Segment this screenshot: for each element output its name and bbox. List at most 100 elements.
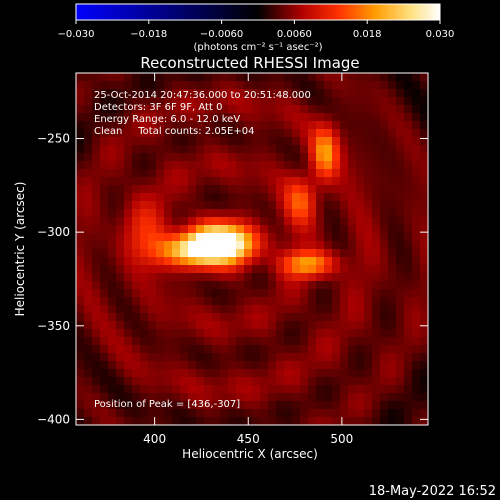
heatmap-cell	[148, 273, 157, 282]
heatmap-cell	[412, 121, 421, 130]
heatmap-cell	[276, 193, 285, 202]
heatmap-cell	[316, 161, 325, 170]
heatmap-cell	[92, 129, 101, 138]
heatmap-cell	[156, 345, 165, 354]
heatmap-cell	[84, 193, 93, 202]
heatmap-cell	[204, 313, 213, 322]
heatmap-cell	[108, 417, 117, 425]
heatmap-cell	[252, 401, 261, 410]
heatmap-cell	[84, 273, 93, 282]
heatmap-cell	[172, 345, 181, 354]
heatmap-cell	[284, 321, 293, 330]
heatmap-cell	[276, 161, 285, 170]
heatmap-cell	[340, 265, 349, 274]
heatmap-cell	[212, 409, 221, 418]
heatmap-cell	[92, 257, 101, 266]
heatmap-cell	[356, 265, 365, 274]
heatmap-cell	[236, 177, 245, 186]
heatmap-cell	[92, 417, 101, 425]
heatmap-cell	[180, 89, 189, 98]
heatmap-cell	[76, 265, 85, 274]
heatmap-cell	[396, 241, 405, 250]
heatmap-cell	[76, 409, 85, 418]
heatmap-cell	[388, 209, 397, 218]
heatmap-cell	[100, 329, 109, 338]
heatmap-cell	[420, 209, 428, 218]
plot-frame	[75, 72, 429, 426]
heatmap-cell	[156, 289, 165, 298]
heatmap-cell	[220, 417, 229, 425]
heatmap-cell	[132, 81, 141, 90]
colorbar-ticks: −0.030 −0.018 −0.0060 0.0060 0.018 0.030	[57, 20, 454, 40]
heatmap-cell	[180, 353, 189, 362]
heatmap-cell	[380, 185, 389, 194]
heatmap-cell	[308, 145, 317, 154]
heatmap-cell	[196, 289, 205, 298]
heatmap-cell	[364, 137, 373, 146]
heatmap-cell	[396, 113, 405, 122]
heatmap-cell	[156, 377, 165, 386]
heatmap-cell	[340, 185, 349, 194]
heatmap-cell	[132, 177, 141, 186]
heatmap-cell	[308, 273, 317, 282]
heatmap-cell	[228, 177, 237, 186]
colorbar-tick-label: −0.030	[57, 29, 94, 40]
heatmap-cell	[108, 289, 117, 298]
heatmap-cell	[116, 329, 125, 338]
heatmap-cell	[276, 401, 285, 410]
heatmap-cell	[156, 241, 165, 250]
heatmap-cell	[420, 177, 428, 186]
heatmap-cell	[276, 145, 285, 154]
heatmap-cell	[124, 193, 133, 202]
heatmap-cell	[100, 153, 109, 162]
heatmap-cell	[140, 193, 149, 202]
heatmap-cell	[76, 313, 85, 322]
heatmap-cell	[356, 73, 365, 82]
heatmap-cell	[340, 193, 349, 202]
heatmap-cell	[300, 401, 309, 410]
heatmap-cell	[364, 233, 373, 242]
heatmap-cell	[148, 161, 157, 170]
heatmap-cell	[172, 401, 181, 410]
heatmap-cell	[172, 105, 181, 114]
heatmap-cell	[348, 209, 357, 218]
heatmap-cell	[156, 193, 165, 202]
heatmap-cell	[180, 81, 189, 90]
heatmap-cell	[188, 209, 197, 218]
heatmap-cell	[252, 89, 261, 98]
heatmap-cell	[356, 393, 365, 402]
heatmap-cell	[388, 401, 397, 410]
heatmap-cell	[364, 225, 373, 234]
heatmap-cell	[92, 281, 101, 290]
heatmap-cell	[188, 377, 197, 386]
heatmap-cell	[252, 377, 261, 386]
heatmap-cell	[332, 305, 341, 314]
heatmap-cell	[228, 89, 237, 98]
heatmap-cell	[220, 305, 229, 314]
heatmap-cell	[132, 281, 141, 290]
heatmap-cell	[156, 297, 165, 306]
heatmap-cell	[316, 121, 325, 130]
heatmap-cell	[404, 393, 413, 402]
heatmap-cell	[332, 185, 341, 194]
heatmap-cell	[388, 281, 397, 290]
heatmap-cell	[204, 185, 213, 194]
heatmap-cell	[372, 89, 381, 98]
heatmap-cell	[188, 225, 197, 234]
heatmap-cell	[116, 89, 125, 98]
heatmap-cell	[252, 305, 261, 314]
heatmap-cell	[140, 385, 149, 394]
heatmap-cell	[300, 97, 309, 106]
heatmap-cell	[316, 297, 325, 306]
heatmap-cell	[364, 249, 373, 258]
heatmap-cell	[348, 233, 357, 242]
heatmap-cell	[188, 193, 197, 202]
heatmap-cell	[260, 417, 269, 425]
heatmap-cell	[332, 401, 341, 410]
heatmap-cell	[308, 225, 317, 234]
heatmap-cell	[308, 337, 317, 346]
heatmap-cell	[300, 241, 309, 250]
annotation-clean-counts: Clean Total counts: 2.05E+04	[94, 126, 254, 137]
heatmap-cell	[204, 113, 213, 122]
